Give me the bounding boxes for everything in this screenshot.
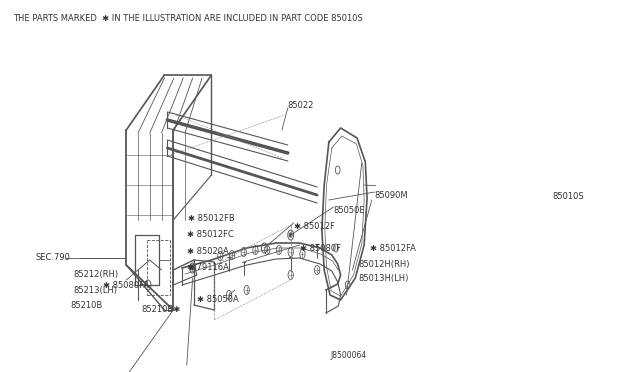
Text: J8500064: J8500064: [331, 351, 367, 360]
Text: ✱ 85020A: ✱ 85020A: [187, 247, 228, 256]
Text: 85090M: 85090M: [374, 190, 408, 199]
Text: 85022: 85022: [288, 100, 314, 109]
Text: 85210B✱: 85210B✱: [141, 305, 180, 314]
Text: 85012H(RH): 85012H(RH): [358, 260, 410, 269]
Text: ✱ 85012FA: ✱ 85012FA: [370, 244, 416, 253]
Text: 85212(RH): 85212(RH): [74, 270, 118, 279]
Text: 85010S: 85010S: [552, 192, 584, 201]
Text: ✱ 85080F: ✱ 85080F: [300, 244, 340, 253]
Circle shape: [191, 266, 194, 270]
Text: 85050E: 85050E: [333, 205, 365, 215]
Text: ✱ 85012F: ✱ 85012F: [294, 221, 335, 231]
Text: ✱ 79116A: ✱ 79116A: [187, 263, 228, 272]
Text: 85013H(LH): 85013H(LH): [358, 273, 408, 282]
Text: THE PARTS MARKED  ✱ IN THE ILLUSTRATION ARE INCLUDED IN PART CODE 85010S: THE PARTS MARKED ✱ IN THE ILLUSTRATION A…: [13, 14, 363, 23]
Text: ✱ 85080FA: ✱ 85080FA: [103, 282, 148, 291]
Text: ✱ 85050A: ✱ 85050A: [196, 295, 239, 305]
Text: 85210B: 85210B: [70, 301, 103, 310]
Text: SEC.790: SEC.790: [35, 253, 70, 263]
Circle shape: [289, 233, 292, 237]
Text: 85213(LH): 85213(LH): [74, 285, 117, 295]
Text: ✱ 85012FB: ✱ 85012FB: [188, 214, 235, 222]
Text: ✱ 85012FC: ✱ 85012FC: [187, 230, 234, 238]
